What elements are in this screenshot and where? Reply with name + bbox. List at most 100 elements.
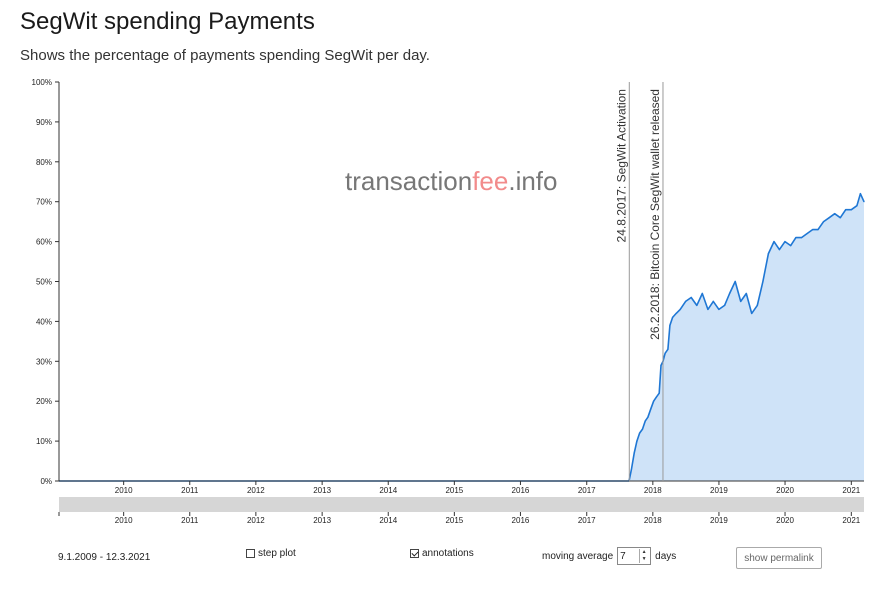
navigator-tick-label: 2010: [115, 516, 133, 525]
x-tick-label: 2021: [842, 486, 860, 495]
data-point: [845, 209, 847, 211]
data-point: [701, 292, 703, 295]
navigator-tick-label: 2015: [445, 516, 463, 525]
days-label: days: [655, 550, 677, 562]
y-tick-label: 40%: [36, 317, 52, 326]
navigator-tick-label: 2019: [710, 516, 728, 525]
moving-average-label: moving average: [542, 550, 614, 562]
data-point: [655, 396, 657, 398]
x-tick-label: 2019: [710, 486, 728, 495]
data-point: [795, 237, 797, 239]
data-point: [745, 292, 747, 295]
date-range-label: 9.1.2009 - 12.3.2021: [58, 552, 151, 563]
watermark-part: fee: [472, 166, 508, 196]
data-point: [812, 229, 814, 231]
data-point: [679, 308, 681, 310]
data-point: [712, 300, 714, 302]
data-point: [767, 253, 770, 255]
spinner-icon[interactable]: ▲ ▼: [639, 549, 648, 563]
navigator-tick-label: 2012: [247, 516, 265, 525]
navigator-tick-label: 2020: [776, 516, 794, 525]
show-permalink-button[interactable]: show permalink: [736, 547, 822, 569]
y-tick-label: 100%: [32, 78, 52, 87]
x-tick-label: 2020: [776, 486, 794, 495]
controls-bar: 9.1.2009 - 12.3.2021 step plot annotatio…: [0, 540, 892, 580]
y-tick-label: 90%: [36, 118, 52, 127]
moving-average-input[interactable]: 7 ▲ ▼: [617, 547, 652, 565]
annotations-checkbox[interactable]: [410, 549, 419, 558]
data-point: [667, 348, 669, 350]
navigator-tick-label: 2013: [313, 516, 331, 525]
x-tick-label: 2012: [247, 486, 265, 495]
data-point: [839, 217, 841, 219]
data-point: [740, 300, 742, 302]
navigator-tick-label: 2011: [181, 516, 199, 525]
y-tick-label: 10%: [36, 437, 52, 446]
data-point: [751, 312, 753, 314]
data-point: [800, 237, 803, 239]
data-point: [718, 308, 720, 310]
series-line: [59, 192, 865, 482]
data-point: [806, 233, 808, 235]
annotations-toggle[interactable]: annotations: [410, 548, 474, 559]
data-point: [675, 312, 677, 314]
data-point: [784, 241, 786, 243]
moving-average-value: 7: [620, 550, 626, 562]
y-tick-label: 30%: [36, 357, 52, 366]
annotation-label: 26.2.2018: Bitcoin Core SegWit wallet re…: [648, 89, 662, 340]
y-tick-label: 20%: [36, 397, 52, 406]
x-tick-label: 2015: [445, 486, 463, 495]
y-tick-label: 0%: [40, 477, 52, 486]
page-subtitle: Shows the percentage of payments spendin…: [20, 47, 430, 64]
data-point: [724, 304, 726, 306]
data-point: [669, 324, 671, 326]
data-point: [778, 249, 781, 251]
navigator-bar: [59, 497, 864, 512]
data-point: [641, 428, 644, 430]
navigator-tick-label: 2017: [578, 516, 596, 525]
data-point: [633, 452, 635, 454]
data-point: [658, 392, 660, 394]
watermark: transactionfee.info: [345, 166, 558, 196]
data-point: [834, 213, 836, 215]
series-area: [59, 193, 864, 481]
watermark-part: .info: [508, 166, 557, 196]
annotations-label: annotations: [422, 548, 474, 559]
data-point: [636, 440, 638, 442]
data-point: [664, 352, 666, 354]
data-point: [672, 316, 674, 318]
data-point: [707, 308, 709, 310]
y-tick-label: 80%: [36, 158, 52, 167]
annotation-label: 24.8.2017: SegWit Activation: [614, 89, 628, 242]
watermark-part: transaction: [345, 166, 472, 196]
data-point: [817, 229, 819, 231]
data-point: [660, 364, 662, 366]
x-tick-label: 2013: [313, 486, 331, 495]
data-point: [647, 416, 649, 418]
data-point: [685, 300, 687, 302]
data-point: [756, 304, 758, 306]
navigator-tick-label: 2018: [644, 516, 662, 525]
data-point: [863, 201, 865, 203]
data-point: [653, 400, 655, 402]
x-tick-label: 2011: [181, 486, 199, 495]
data-point: [828, 217, 830, 219]
segwit-chart: transactionfee.info 0% 10% 20% 30% 40% 50% 60% 7…: [32, 78, 865, 525]
data-point: [690, 296, 692, 299]
x-tick-label: 2016: [512, 486, 530, 495]
data-point: [734, 280, 736, 283]
data-point: [850, 209, 852, 211]
step-plot-toggle[interactable]: step plot: [246, 548, 296, 559]
page-title: SegWit spending Payments: [20, 8, 315, 35]
data-point: [696, 304, 698, 306]
step-plot-checkbox[interactable]: [246, 549, 255, 558]
data-point: [729, 292, 731, 295]
data-point: [856, 205, 858, 207]
x-tick-label: 2018: [644, 486, 662, 495]
x-tick-label: 2014: [379, 486, 397, 495]
navigator-tick-label: 2021: [842, 516, 860, 525]
data-point: [823, 221, 825, 223]
y-tick-label: 70%: [36, 198, 52, 207]
data-point: [630, 468, 633, 470]
data-point: [644, 420, 646, 422]
